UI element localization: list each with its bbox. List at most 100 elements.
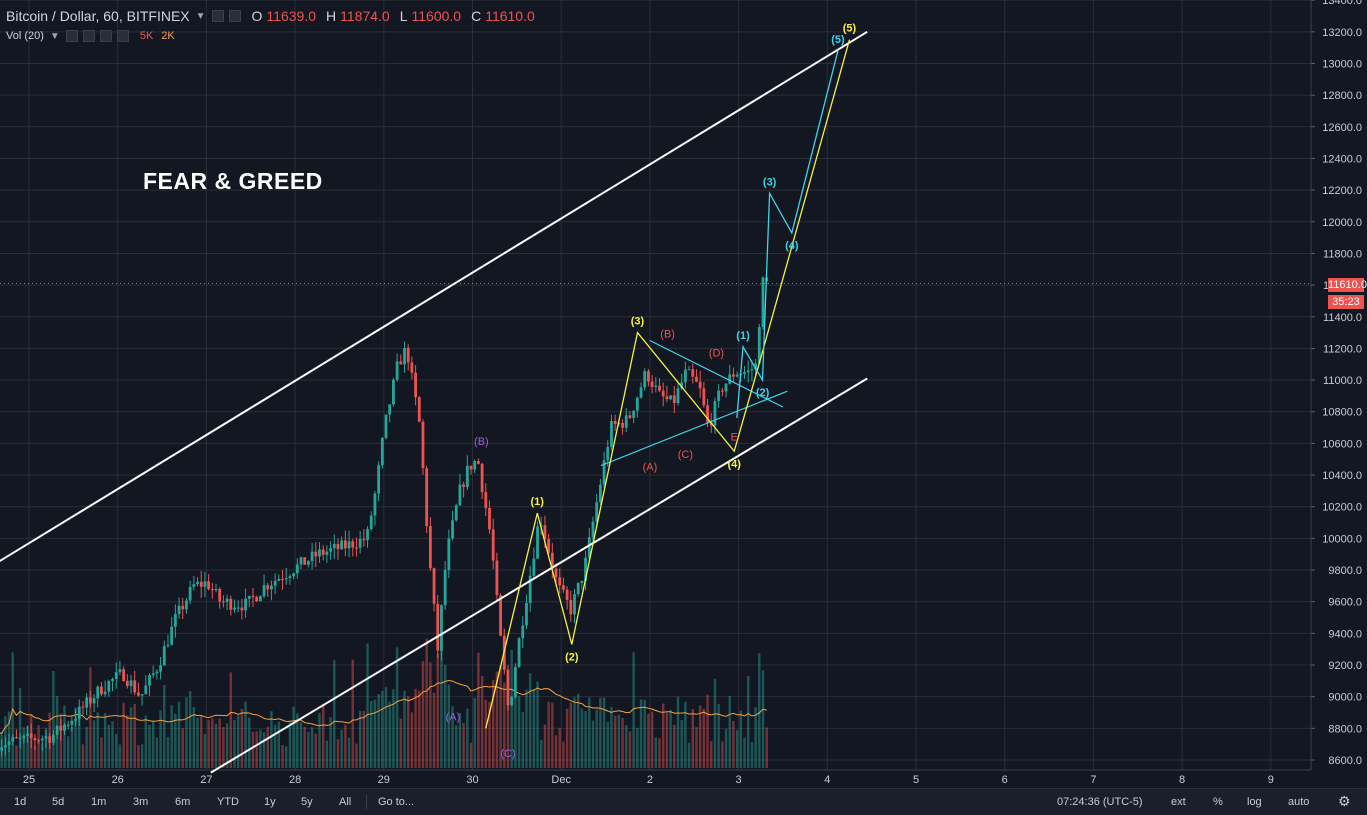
volume-bar [617, 714, 621, 768]
clock-readout[interactable]: 07:24:36 (UTC-5) [1057, 796, 1143, 808]
y-tick-label: 11800.0 [1323, 248, 1362, 260]
candle-body [136, 692, 140, 696]
candle-body [683, 369, 687, 383]
candle-body [687, 369, 691, 371]
candle-body [724, 383, 728, 392]
volume-format-icon[interactable] [82, 30, 95, 42]
range-all[interactable]: All [339, 796, 352, 808]
volume-bar [558, 727, 561, 768]
candle-body [74, 718, 77, 721]
volume-bar [392, 689, 395, 768]
candle-body [743, 372, 746, 375]
volume-bar [41, 743, 44, 768]
volume-bar [59, 713, 62, 768]
range-3m[interactable]: 3m [133, 796, 149, 808]
candle-body [173, 614, 177, 627]
candle-body [122, 669, 126, 681]
volume-bar [229, 672, 232, 768]
candle-body [380, 438, 384, 466]
candle-body [477, 461, 480, 464]
y-tick-label: 11400.0 [1323, 312, 1362, 324]
volume-bar [743, 737, 746, 768]
settings-icon[interactable] [211, 10, 224, 22]
volume-bar [362, 711, 366, 768]
candle-body [3, 745, 7, 748]
candle-body [236, 607, 240, 609]
volume-label[interactable]: Vol (20) [6, 30, 44, 42]
candle-body [392, 379, 395, 405]
candle-body [281, 578, 284, 580]
volume-add-icon[interactable] [99, 30, 112, 42]
x-tick-label: 7 [1090, 774, 1096, 786]
range-6m[interactable]: 6m [175, 796, 191, 808]
goto-button[interactable]: Go to... [378, 796, 415, 808]
channel-line-lower [210, 377, 868, 774]
volume-bar [203, 734, 207, 768]
log-toggle[interactable]: log [1247, 796, 1262, 808]
volume-settings-icon[interactable] [65, 30, 78, 42]
symbol-dropdown-icon[interactable]: ▼ [195, 10, 206, 22]
volume-bar [758, 653, 761, 768]
hide-icon[interactable] [228, 10, 241, 22]
volume-bar [503, 682, 506, 768]
candle-body [22, 735, 26, 738]
volume-bar [628, 731, 632, 768]
ohlc-low-value: 11600.0 [411, 8, 462, 24]
volume-bar [580, 708, 584, 768]
auto-toggle[interactable]: auto [1288, 796, 1310, 808]
volume-bar [318, 712, 321, 768]
volume-bar [307, 731, 310, 768]
range-5y[interactable]: 5y [301, 796, 313, 808]
volume-bar [721, 741, 724, 768]
volume-bar [739, 710, 743, 768]
candle-body [499, 595, 502, 636]
range-1m[interactable]: 1m [91, 796, 107, 808]
volume-bar [713, 678, 717, 768]
volume-bar [680, 719, 683, 768]
range-5d[interactable]: 5d [52, 796, 65, 808]
volume-bar [399, 718, 403, 768]
wave-yellow-label: (4) [727, 458, 741, 470]
candle-body [366, 529, 369, 541]
y-tick-label: 10800.0 [1322, 407, 1362, 419]
volume-bar [599, 697, 602, 768]
candle-body [188, 586, 192, 601]
volume-bar [547, 701, 550, 768]
range-1y[interactable]: 1y [264, 796, 276, 808]
candle-body [203, 581, 207, 587]
symbol-title[interactable]: Bitcoin / Dollar, 60, BITFINEX [6, 8, 190, 24]
volume-bar [687, 742, 691, 768]
volume-dropdown-icon[interactable]: ▼ [49, 30, 60, 42]
candle-body [565, 589, 569, 600]
x-tick-label: 4 [824, 774, 830, 786]
percent-toggle[interactable]: % [1213, 796, 1223, 808]
candle-body [632, 410, 636, 418]
gear-icon[interactable]: ⚙ [1338, 793, 1351, 809]
volume-close-icon[interactable] [116, 30, 129, 42]
volume-bar [70, 726, 74, 768]
range-ytd[interactable]: YTD [217, 796, 239, 808]
volume-bar [588, 697, 591, 768]
volume-bar [543, 724, 547, 768]
volume-bar [321, 703, 325, 768]
candle-body [573, 594, 576, 615]
range-1d[interactable]: 1d [14, 796, 27, 808]
purple-wave-label: (A) [446, 712, 461, 724]
y-tick-label: 9200.0 [1328, 660, 1362, 672]
candle-body [639, 387, 643, 398]
volume-bar [673, 724, 676, 768]
volume-bar [458, 713, 462, 768]
y-tick-label: 11000.0 [1323, 375, 1362, 387]
volume-bar [225, 723, 229, 768]
volume-bar [625, 725, 628, 768]
candle-body [495, 560, 499, 596]
y-tick-label: 8800.0 [1328, 723, 1362, 735]
candle-body [517, 638, 521, 668]
y-tick-label: 13000.0 [1322, 58, 1362, 70]
ext-toggle[interactable]: ext [1171, 796, 1186, 808]
x-tick-label: 29 [378, 774, 390, 786]
candle-body [11, 737, 15, 742]
candle-body [473, 461, 477, 470]
volume-bar [536, 681, 539, 768]
